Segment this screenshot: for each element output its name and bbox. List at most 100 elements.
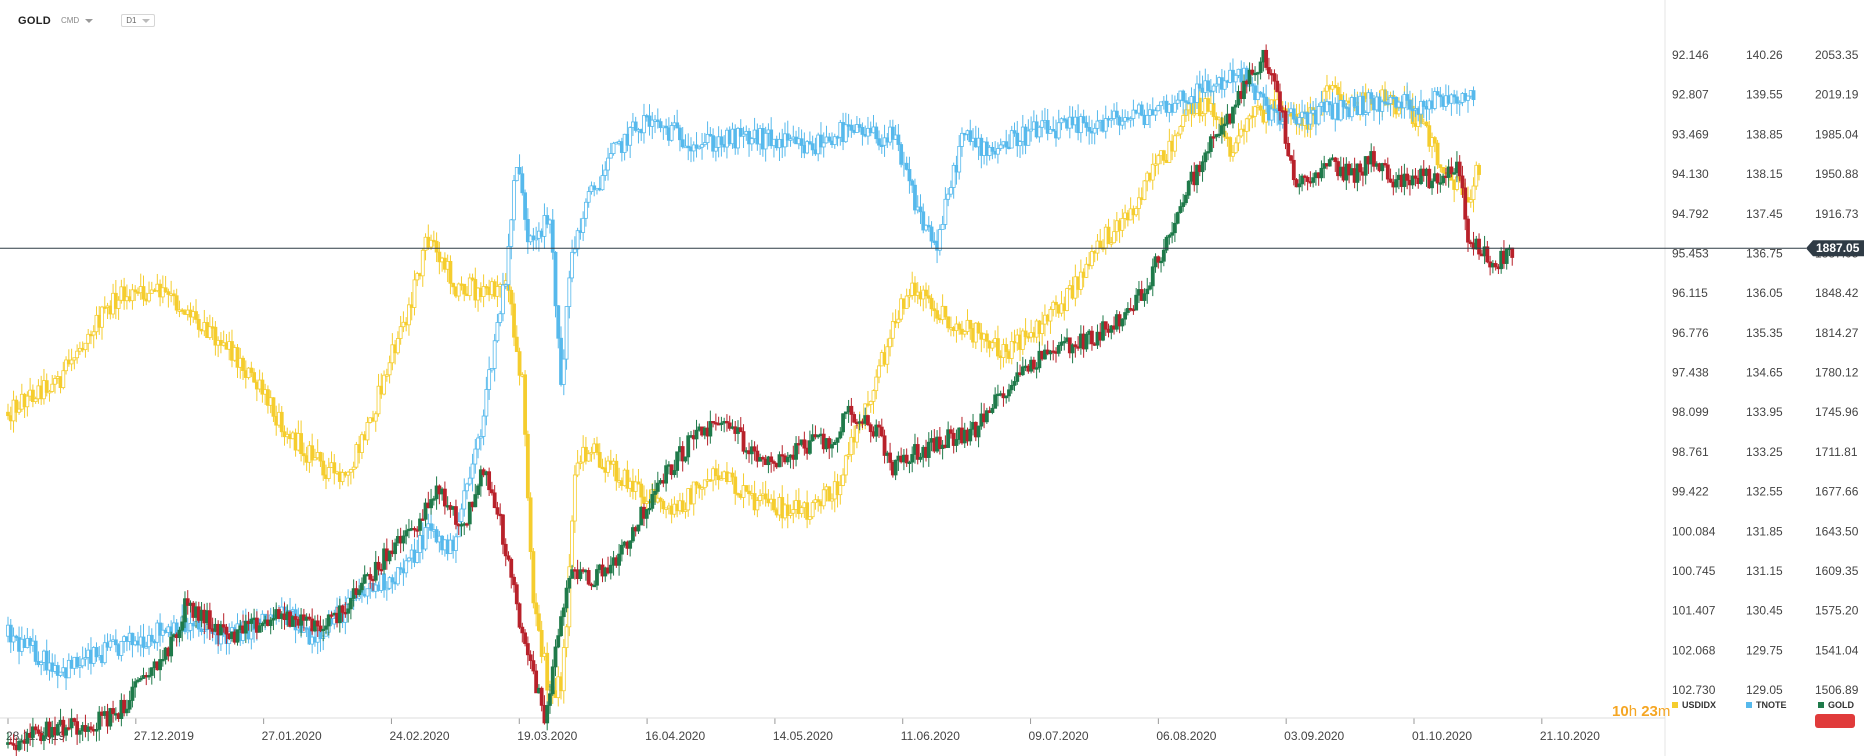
candle-body bbox=[365, 588, 370, 597]
candle-body bbox=[741, 431, 746, 452]
candle-body bbox=[650, 119, 655, 127]
candle-body bbox=[478, 436, 483, 439]
candle-body bbox=[1153, 110, 1158, 116]
candle-body bbox=[1300, 111, 1304, 118]
candle-body bbox=[575, 462, 580, 476]
candle-body bbox=[235, 347, 240, 368]
candle-body bbox=[1112, 231, 1116, 244]
candle-body bbox=[219, 624, 223, 636]
candle-body bbox=[429, 239, 433, 248]
candle-body bbox=[224, 626, 229, 635]
instrument-type-dropdown[interactable]: CMD bbox=[61, 16, 94, 25]
candle-body bbox=[1128, 118, 1133, 121]
candle-body bbox=[719, 136, 724, 145]
candle-body bbox=[290, 616, 295, 627]
candle-body bbox=[702, 479, 707, 489]
candle-body bbox=[1294, 179, 1299, 188]
candle-body bbox=[1441, 175, 1446, 184]
candle-body bbox=[702, 142, 707, 146]
axis-tick-label: 93.469 bbox=[1672, 127, 1709, 141]
candle-body bbox=[1054, 301, 1058, 306]
candle-body bbox=[1449, 166, 1454, 175]
candle-body bbox=[1217, 133, 1222, 137]
candle-body bbox=[340, 605, 345, 613]
candle-body bbox=[404, 530, 409, 537]
candle-body bbox=[832, 441, 837, 445]
candle-body bbox=[606, 460, 610, 473]
candle-body bbox=[1468, 199, 1473, 203]
candle-body bbox=[1023, 330, 1028, 337]
candle-body bbox=[1153, 163, 1158, 166]
candle-body bbox=[1197, 83, 1202, 89]
candle-body bbox=[949, 429, 953, 434]
candle-body bbox=[559, 616, 563, 637]
candle-body bbox=[680, 139, 685, 148]
candle-body bbox=[1156, 256, 1161, 263]
candle-body bbox=[495, 507, 500, 515]
candle-body bbox=[653, 491, 657, 495]
legend-item-usdidx[interactable]: USDIDX bbox=[1672, 700, 1716, 710]
candle-body bbox=[888, 337, 892, 348]
candle-body bbox=[595, 443, 599, 453]
candle-body bbox=[487, 471, 492, 491]
candle-body bbox=[772, 498, 776, 511]
candle-body bbox=[1037, 350, 1042, 369]
candle-body bbox=[1200, 113, 1205, 117]
candle-body bbox=[75, 350, 80, 359]
candle-body bbox=[672, 470, 677, 476]
candle-body bbox=[1336, 86, 1340, 95]
candle-body bbox=[738, 127, 743, 137]
candle-body bbox=[492, 340, 497, 369]
candle-body bbox=[473, 494, 478, 508]
candle-body bbox=[556, 305, 561, 339]
candle-body bbox=[108, 640, 113, 648]
candle-body bbox=[1255, 91, 1260, 101]
candle-body bbox=[25, 395, 30, 408]
legend-item-tnote[interactable]: TNOTE bbox=[1746, 700, 1787, 710]
candle-body bbox=[785, 133, 790, 141]
candle-body bbox=[846, 454, 851, 457]
candle-body bbox=[1167, 140, 1172, 163]
legend-item-gold[interactable]: GOLD bbox=[1818, 700, 1854, 710]
candle-body bbox=[564, 306, 569, 360]
candle-body bbox=[747, 490, 751, 495]
axis-tick-label: 134.65 bbox=[1746, 366, 1783, 380]
candle-body bbox=[832, 136, 837, 145]
candle-body bbox=[1037, 126, 1042, 138]
candle-body bbox=[462, 283, 467, 295]
candle-body bbox=[841, 474, 845, 486]
candle-body bbox=[517, 603, 522, 628]
candle-body bbox=[252, 372, 256, 383]
candle-body bbox=[434, 529, 439, 543]
candle-body bbox=[11, 635, 16, 643]
candle-body bbox=[503, 284, 508, 287]
candle-body bbox=[1170, 232, 1175, 236]
legend-label-gold: GOLD bbox=[1828, 700, 1854, 710]
candle-body bbox=[531, 235, 536, 241]
axis-tick-label: 97.438 bbox=[1672, 366, 1709, 380]
axis-tick-label: 135.35 bbox=[1746, 326, 1783, 340]
candle-body bbox=[1103, 321, 1108, 330]
candle-body bbox=[807, 141, 812, 145]
timeframe-dropdown[interactable]: D1 bbox=[121, 14, 156, 27]
candle-body bbox=[1106, 226, 1111, 245]
candle-body bbox=[149, 667, 154, 676]
candle-body bbox=[675, 122, 680, 129]
candle-body bbox=[100, 306, 104, 328]
candle-body bbox=[821, 489, 826, 507]
candle-body bbox=[138, 678, 143, 681]
candle-body bbox=[631, 527, 635, 542]
candle-body bbox=[1114, 110, 1119, 118]
candle-body bbox=[180, 621, 185, 631]
candle-body bbox=[1455, 96, 1459, 104]
candle-body bbox=[271, 397, 276, 417]
candle-body bbox=[1020, 366, 1025, 376]
axis-tick-label: 1506.89 bbox=[1815, 683, 1859, 697]
candle-body bbox=[1242, 80, 1246, 99]
instrument-action-button[interactable] bbox=[1815, 714, 1855, 728]
candle-body bbox=[664, 125, 669, 129]
candle-body bbox=[1120, 218, 1125, 231]
candle-body bbox=[525, 643, 530, 656]
candle-body bbox=[1051, 301, 1056, 310]
